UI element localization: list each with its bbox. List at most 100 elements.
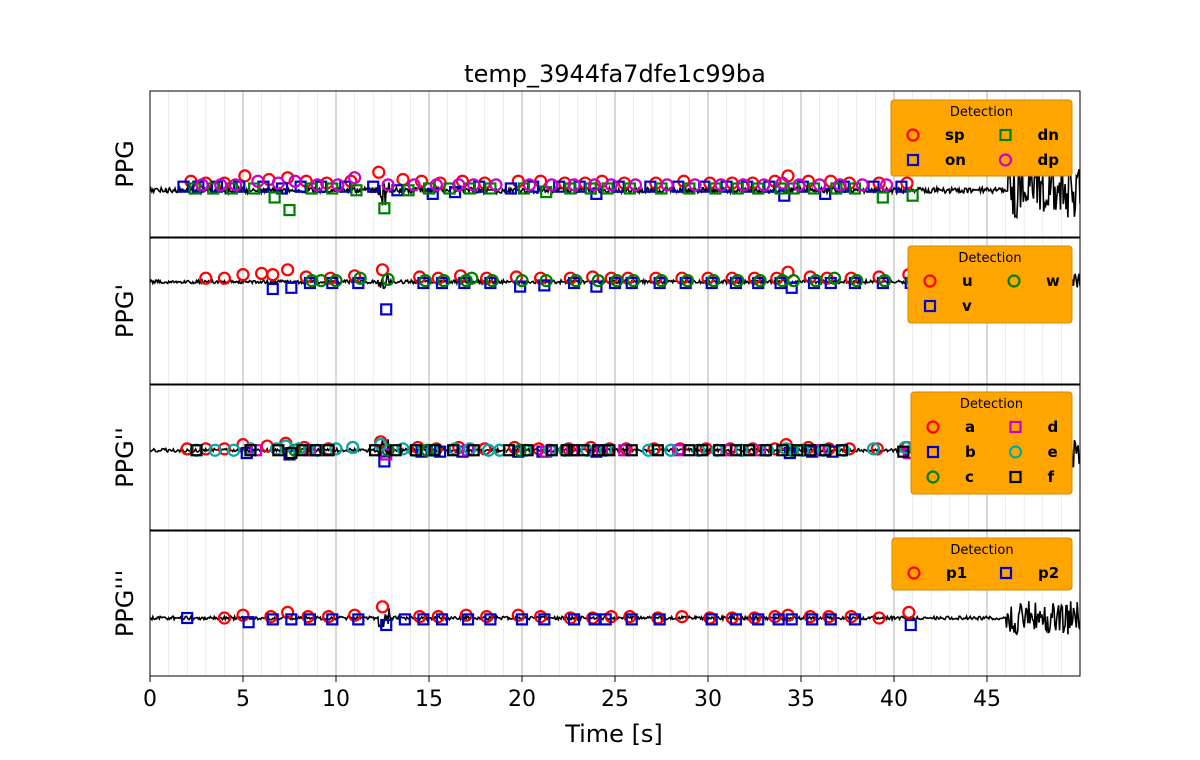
marker-v [625,276,638,290]
marker-p2 [904,618,917,632]
marker-on [391,184,404,197]
series-dp [195,171,894,192]
series-v [266,276,917,316]
marker-p2 [461,613,475,626]
marker-v [774,276,787,290]
marker-e [329,442,343,456]
marker-v [876,276,889,290]
legend-label-e: e [1048,443,1058,461]
panel-frame [149,90,1081,238]
marker-dp [331,178,345,192]
marker-v [608,276,622,290]
marker-p2 [705,613,718,626]
marker-on [644,180,657,193]
marker-f [322,444,335,457]
marker-v [807,276,821,290]
marker-v [266,282,279,296]
marker-f [592,444,605,457]
legend-marker-sp [906,128,920,142]
y-axis-label: PPG [111,140,139,188]
marker-f [651,444,664,457]
legend-label-dn: dn [1038,126,1059,144]
marker-v [514,280,527,293]
legend-label-u: u [962,272,973,290]
marker-p1 [902,605,916,620]
marker-p2 [352,613,365,626]
legend-label-p2: p2 [1038,564,1059,582]
marker-p1 [822,609,836,624]
marker-dp [348,171,362,185]
legend-title: Detection [950,105,1013,120]
marker-e [641,443,656,457]
marker-f [368,444,382,457]
marker-dp [467,178,481,192]
legend-label-a: a [965,418,975,436]
y-axis-label: PPG' [111,284,139,338]
marker-b [378,455,391,468]
marker-dn [188,182,201,195]
marker-p1 [321,609,336,624]
legend: Detection sp on dn dp [890,99,1073,177]
marker-dn [378,202,391,215]
marker-dp [879,178,894,192]
panel-frame [149,237,1081,385]
marker-sp [455,174,470,188]
marker-dn [906,189,919,202]
x-tick-label: 40 [880,687,908,712]
marker-u [266,268,280,282]
marker-on [553,180,566,193]
marker-f [296,444,309,457]
panel-1: PPG Detection sp on dn dp [111,90,1081,238]
marker-f [545,444,558,457]
marker-a [217,442,231,456]
marker-f [819,444,832,457]
marker-f [683,444,696,457]
marker-p1 [803,609,817,624]
marker-f [804,444,817,457]
marker-dp [195,178,209,192]
marker-dp [736,178,750,192]
panel-4: PPG''' Detection p1 p2 [111,530,1081,677]
marker-p2 [785,613,798,626]
marker-on [367,180,380,193]
legend-marker-on [906,153,920,167]
legend-label-p1: p1 [946,564,967,582]
marker-dp [660,178,674,192]
marker-dp [714,178,728,192]
marker-dn [463,182,477,195]
panels-group: PPGDetectionspondndpPPG'DetectionuvwPPG'… [111,90,1081,677]
x-tick-label: 0 [143,687,157,712]
marker-f [791,444,804,457]
marker-d [672,444,685,457]
marker-v [752,276,765,290]
marker-dn [830,182,843,195]
legend: Detection abc def [910,391,1073,495]
marker-dp [310,178,324,192]
marker-dp [429,178,444,192]
marker-dp [452,178,466,192]
panel-2: PPG' Detection uv w [111,237,1081,385]
legend-marker-a [926,420,940,434]
marker-p2 [515,613,529,626]
series-p2 [181,611,917,632]
marker-dp [522,178,537,192]
marker-w [353,271,367,285]
marker-p2 [567,613,581,626]
marker-v [679,276,692,290]
legend-box [910,391,1073,495]
marker-w [786,274,801,288]
legend-label-dp: dp [1038,151,1060,169]
marker-dn [248,182,261,195]
marker-p2 [588,613,601,626]
marker-p2 [729,613,743,626]
marker-e [227,443,241,457]
marker-v [285,281,298,294]
marker-p1 [431,609,445,624]
marker-p2 [326,613,339,626]
marker-f [759,444,772,457]
marker-f [285,446,298,460]
marker-f [521,444,534,457]
marker-f [502,444,516,457]
marker-w [539,274,553,288]
legend-label-f: f [1048,468,1055,486]
